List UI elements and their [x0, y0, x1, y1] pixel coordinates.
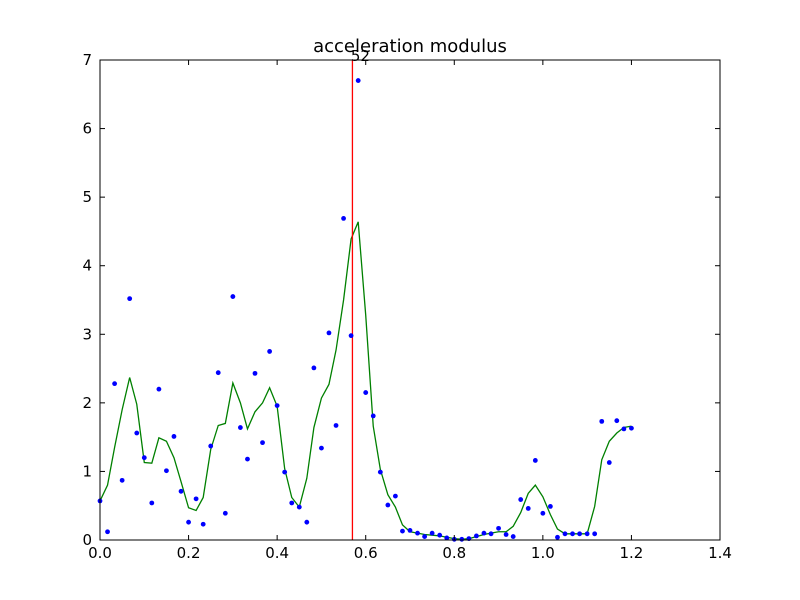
data-point [363, 390, 369, 395]
y-tick-label: 4 [82, 257, 92, 275]
data-point [621, 426, 627, 432]
data-point [422, 534, 428, 539]
data-point [496, 525, 501, 531]
data-point [518, 497, 524, 502]
data-point [584, 531, 590, 537]
data-point [370, 413, 376, 419]
data-point [208, 443, 214, 449]
axes-frame [99, 59, 721, 541]
y-tick-label: 0 [82, 531, 92, 549]
data-point [570, 531, 575, 537]
data-point [599, 418, 605, 424]
data-point [178, 488, 184, 494]
data-point [319, 445, 324, 451]
data-point [385, 502, 391, 508]
data-point [171, 434, 177, 439]
data-point [392, 493, 398, 499]
data-point [577, 531, 583, 537]
x-tick-label: 0.0 [88, 544, 112, 562]
y-tick-label: 7 [82, 51, 92, 69]
data-point [606, 460, 612, 465]
data-point [525, 506, 531, 511]
chart-title: acceleration modulus [313, 36, 507, 57]
data-point [444, 535, 450, 541]
data-point [296, 504, 302, 510]
y-tick-label: 2 [82, 394, 92, 412]
x-tick-label: 0.6 [354, 544, 378, 562]
data-point [245, 456, 250, 462]
data-point [230, 294, 236, 299]
data-point [377, 469, 383, 475]
data-point [474, 533, 479, 539]
x-tick-label: 0.8 [442, 544, 466, 562]
data-point [105, 529, 110, 535]
y-tick-label: 6 [82, 120, 92, 138]
data-point [274, 403, 280, 408]
x-tick-label: 0.4 [265, 544, 289, 562]
data-point [186, 519, 191, 525]
axis-ticks: 0.0 0.2 0.4 0.6 0.8 1.0 1.2 1.4 0 1 2 3 4 5 6 7 [82, 51, 731, 562]
data-point [193, 496, 199, 502]
data-point [304, 519, 310, 525]
data-point [510, 534, 516, 539]
data-point [503, 532, 509, 537]
y-tick-label: 1 [82, 462, 92, 480]
data-point [119, 477, 125, 483]
data-point [481, 530, 487, 536]
data-point [429, 530, 435, 536]
data-point [289, 500, 295, 506]
data-point [260, 440, 265, 446]
y-tick-label: 5 [82, 188, 92, 206]
data-point [134, 430, 140, 436]
data-point [112, 381, 118, 387]
data-point [127, 296, 133, 302]
data-point [282, 469, 288, 475]
data-point [488, 531, 494, 537]
data-point [215, 370, 221, 376]
data-point [156, 386, 162, 392]
x-tick-label: 0.2 [177, 544, 201, 562]
data-point [547, 504, 553, 509]
data-point [341, 216, 346, 221]
data-point [149, 500, 155, 506]
y-tick-label: 3 [82, 325, 92, 343]
plot-area [97, 60, 634, 542]
data-point [200, 521, 206, 527]
x-tick-label: 1.2 [619, 544, 643, 562]
data-point [555, 534, 560, 540]
data-point [562, 531, 568, 537]
data-point [459, 536, 465, 542]
data-point [614, 418, 620, 424]
data-point [355, 78, 361, 83]
data-point [540, 510, 546, 516]
x-tick-label: 1.0 [531, 544, 555, 562]
data-point [237, 425, 243, 430]
x-tick-label: 1.4 [708, 544, 732, 562]
data-point [400, 528, 405, 534]
data-point [311, 365, 317, 371]
data-point [164, 468, 169, 474]
data-point [407, 528, 413, 533]
data-point [415, 530, 420, 536]
marker-label: 52 [351, 47, 370, 65]
smoothed-line [99, 221, 632, 540]
data-point [348, 333, 354, 339]
data-point [267, 349, 273, 354]
data-point [252, 370, 258, 376]
data-point [222, 510, 228, 516]
data-point [333, 423, 339, 428]
data-point [437, 532, 443, 538]
data-point [141, 455, 147, 461]
data-point [326, 330, 332, 336]
data-point [532, 458, 538, 463]
data-point [629, 425, 634, 431]
data-point [592, 531, 598, 537]
